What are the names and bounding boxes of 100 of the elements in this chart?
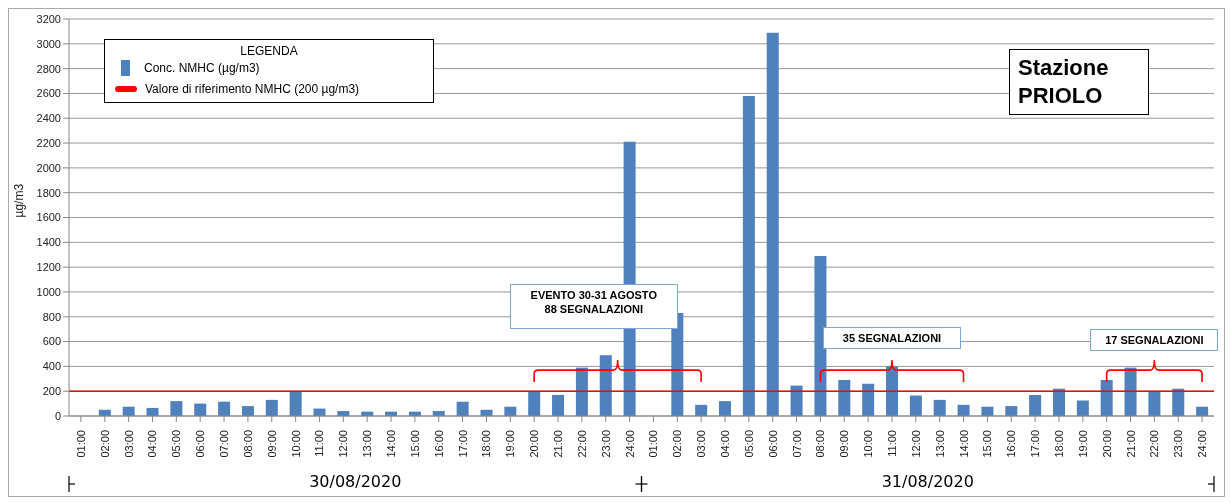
bar	[170, 401, 183, 416]
x-tick-label: 16:00	[432, 430, 445, 458]
x-tick-label: 23:00	[1172, 430, 1185, 458]
bar	[766, 32, 779, 416]
x-tick-label: 09:00	[838, 430, 851, 458]
x-tick-label: 12:00	[337, 430, 350, 458]
bar	[1076, 400, 1089, 416]
x-tick-label: 11:00	[885, 430, 898, 457]
y-tick-label: 800	[42, 310, 61, 323]
y-tick-label: 1800	[36, 186, 61, 199]
y-tick-label: 2000	[36, 161, 61, 174]
text: 30/08/2020	[308, 472, 403, 491]
x-tick-label: 04:00	[718, 430, 731, 458]
text: Stazione PRIOLO	[1009, 49, 1149, 115]
x-tick-label: 08:00	[814, 430, 827, 458]
x-tick-label: 12:00	[909, 430, 922, 458]
bar	[528, 391, 541, 416]
x-tick-label: 03:00	[695, 430, 708, 458]
legend-label: Valore di riferimento NMHC (200 µg/m3)	[145, 82, 360, 96]
x-tick-label: 06:00	[766, 430, 779, 458]
x-tick-label: 20:00	[528, 430, 541, 458]
x-tick-label: 14:00	[957, 430, 970, 458]
x-tick-label: 01:00	[647, 430, 660, 458]
y-tick-label: 1200	[36, 261, 61, 274]
bar	[862, 383, 875, 416]
y-tick-label: 0	[54, 409, 61, 422]
bar	[1005, 406, 1018, 416]
x-tick-label: 10:00	[862, 430, 875, 458]
x-tick-label: 15:00	[408, 430, 421, 458]
x-tick-label: 22:00	[1148, 430, 1161, 458]
x-tick-label: 07:00	[790, 430, 803, 458]
x-tick-label: 09:00	[265, 430, 278, 458]
bar	[241, 406, 254, 416]
y-tick-label: 2400	[36, 112, 61, 125]
y-tick-label: 3000	[36, 37, 61, 50]
x-tick-label: 04:00	[146, 430, 159, 458]
x-tick-label: 20:00	[1100, 430, 1113, 458]
x-tick-label: 22:00	[575, 430, 588, 458]
x-tick-label: 19:00	[1076, 430, 1089, 458]
bar	[695, 404, 708, 416]
x-tick-label: 11:00	[313, 430, 326, 457]
bar	[886, 366, 899, 416]
y-tick-label: 3200	[36, 12, 61, 25]
x-tick-label: 19:00	[504, 430, 517, 458]
x-tick-label: 06:00	[194, 430, 207, 458]
x-tick-label: 13:00	[933, 430, 946, 458]
x-tick-label: 17:00	[1029, 430, 1042, 458]
x-tick-label: 02:00	[98, 430, 111, 458]
x-tick-label: 17:00	[456, 430, 469, 458]
bar	[814, 255, 827, 416]
x-tick-label: 21:00	[1124, 430, 1137, 458]
y-tick-label: 600	[42, 335, 61, 348]
bar	[599, 355, 612, 416]
x-tick-label: 07:00	[218, 430, 231, 458]
bar	[1029, 394, 1042, 416]
y-tick-label: 2800	[36, 62, 61, 75]
y-tick-label: 1000	[36, 285, 61, 298]
x-tick-label: 08:00	[241, 430, 254, 458]
x-tick-label: 05:00	[170, 430, 183, 458]
text-box: EVENTO 30-31 AGOSTO 88 SEGNALAZIONI	[509, 284, 678, 330]
legend-title: LEGENDA	[239, 44, 299, 58]
y-tick-label: 2600	[36, 87, 61, 100]
x-tick-label: 18:00	[480, 430, 493, 458]
x-tick-label: 13:00	[361, 430, 374, 458]
x-tick-label: 03:00	[122, 430, 135, 458]
x-tick-label: 24:00	[623, 430, 636, 458]
x-tick-label: 10:00	[289, 430, 302, 458]
bar	[909, 395, 922, 416]
x-tick-label: 05:00	[742, 430, 755, 458]
y-tick-label: 1400	[36, 236, 61, 249]
bar	[218, 401, 231, 416]
bar	[1148, 391, 1161, 416]
bar	[957, 404, 970, 416]
y-axis-title: µg/m3	[12, 183, 27, 218]
y-tick-label: 2200	[36, 136, 61, 149]
x-tick-label: 01:00	[74, 430, 87, 458]
x-tick-label: 24:00	[1196, 430, 1209, 458]
text-box: 17 SEGNALAZIONI	[1090, 329, 1219, 352]
text: 31/08/2020	[880, 472, 975, 491]
legend-label: Conc. NMHC (µg/m3)	[144, 61, 260, 75]
bar	[933, 399, 946, 416]
bar	[838, 380, 851, 416]
x-tick-label: 15:00	[981, 430, 994, 458]
x-tick-label: 23:00	[599, 430, 612, 458]
bar	[456, 401, 469, 416]
x-tick-label: 14:00	[385, 430, 398, 458]
bar	[742, 95, 755, 416]
y-tick-label: 200	[42, 385, 61, 398]
x-tick-label: 21:00	[552, 430, 565, 458]
y-tick-label: 400	[42, 360, 61, 373]
x-tick-label: 18:00	[1052, 430, 1065, 458]
text-box: 35 SEGNALAZIONI	[822, 326, 961, 349]
bar	[719, 401, 732, 416]
y-tick-label: 1600	[36, 211, 61, 224]
bar	[1100, 380, 1113, 416]
x-tick-label: 02:00	[671, 430, 684, 458]
bar	[552, 394, 565, 416]
bar	[289, 391, 302, 416]
bar	[265, 399, 278, 416]
x-tick-label: 16:00	[1005, 430, 1018, 458]
